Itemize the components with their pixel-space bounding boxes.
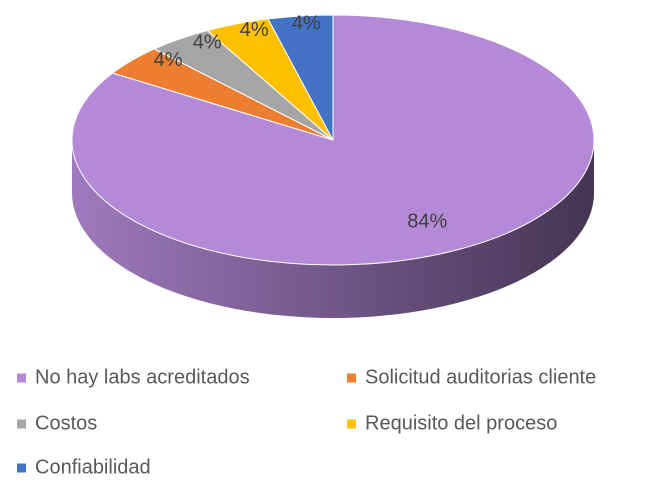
pie-slice (267, 14, 334, 141)
pie-side (72, 140, 594, 318)
legend-swatch (347, 373, 356, 383)
data-label: 4% (240, 19, 269, 41)
pie-top (71, 14, 595, 266)
data-label: 4% (193, 31, 222, 53)
legend-swatch (17, 419, 26, 429)
data-label: 4% (292, 13, 321, 35)
legend-label: No hay labs acreditados (35, 366, 250, 388)
legend-label: Solicitud auditorias cliente (365, 366, 596, 388)
legend-swatch (17, 373, 26, 383)
legend-swatch (17, 463, 26, 473)
data-label: 84% (407, 210, 447, 232)
legend-label: Confiabilidad (35, 456, 151, 478)
pie-slice (71, 14, 595, 266)
legend: No hay labs acreditados Solicitud auditor… (17, 366, 596, 478)
side-shade (72, 140, 594, 318)
data-label: 4% (154, 49, 183, 71)
legend-swatch (347, 419, 356, 429)
legend-label: Requisito del proceso (365, 412, 557, 434)
data-labels: 84% 4% 4% 4% 4% (154, 13, 448, 233)
legend-label: Costos (35, 412, 97, 434)
